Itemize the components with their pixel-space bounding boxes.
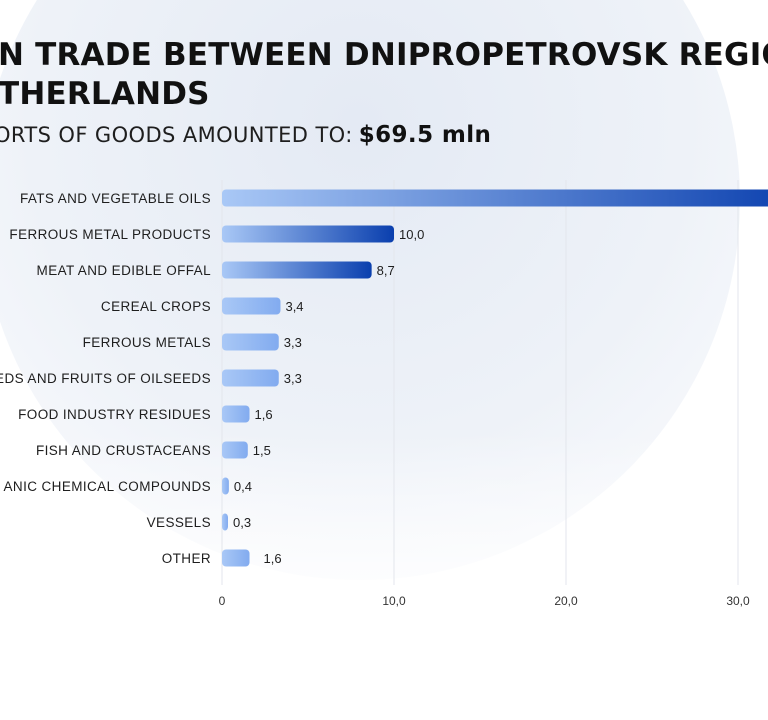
bar (222, 225, 394, 243)
value-label: 8,7 (377, 263, 395, 278)
value-label: 0,3 (233, 515, 251, 530)
category-label: OTHER (162, 551, 211, 566)
chart-title: N TRADE BETWEEN DNIPROPETROVSK REGION TH… (0, 36, 768, 116)
bar (222, 549, 250, 567)
value-label: 10,0 (399, 227, 424, 242)
bar (222, 297, 281, 315)
background-fade (0, 430, 768, 720)
x-tick-label: 20,0 (554, 594, 578, 608)
chart-subtitle: ORTS OF GOODS AMOUNTED TO: $69.5 mln (0, 118, 491, 152)
value-label: 3,4 (285, 299, 303, 314)
bar (222, 261, 372, 279)
value-label: 0,4 (234, 479, 252, 494)
category-label: CEREAL CROPS (101, 299, 211, 314)
bar (222, 369, 279, 387)
title-line-2: THERLANDS (0, 76, 210, 112)
value-label: 1,5 (253, 443, 271, 458)
category-label: MEAT AND EDIBLE OFFAL (37, 263, 212, 278)
bar (222, 189, 768, 207)
bar (222, 441, 248, 459)
subtitle-text: ORTS OF GOODS AMOUNTED TO: (0, 123, 353, 147)
bar (222, 477, 229, 495)
value-label: 1,6 (264, 551, 282, 566)
category-label: FISH AND CRUSTACEANS (36, 443, 211, 458)
category-label: ANIC CHEMICAL COMPOUNDS (4, 479, 211, 494)
category-label: FATS AND VEGETABLE OILS (20, 191, 211, 206)
bars (222, 189, 768, 567)
bar (222, 513, 228, 531)
total-amount: $69.5 mln (358, 122, 492, 148)
x-tick-label: 0 (219, 594, 226, 608)
category-label: FOOD INDUSTRY RESIDUES (18, 407, 211, 422)
value-label: 3,3 (284, 335, 302, 350)
value-label: 3,3 (284, 371, 302, 386)
bar (222, 405, 250, 423)
category-label: FERROUS METAL PRODUCTS (9, 227, 211, 242)
title-line-1: N TRADE BETWEEN DNIPROPETROVSK REGION (0, 37, 768, 73)
x-tick-label: 10,0 (382, 594, 406, 608)
category-label: FERROUS METALS (83, 335, 211, 350)
bar (222, 333, 279, 351)
labels: 0 10,0 20,0 30,0 FATS AND VEGETABLE OILS FERR… (0, 191, 750, 608)
category-label: EDS AND FRUITS OF OILSEEDS (0, 371, 211, 386)
x-tick-label: 30,0 (726, 594, 750, 608)
value-label: 1,6 (255, 407, 273, 422)
category-label: VESSELS (147, 515, 211, 530)
